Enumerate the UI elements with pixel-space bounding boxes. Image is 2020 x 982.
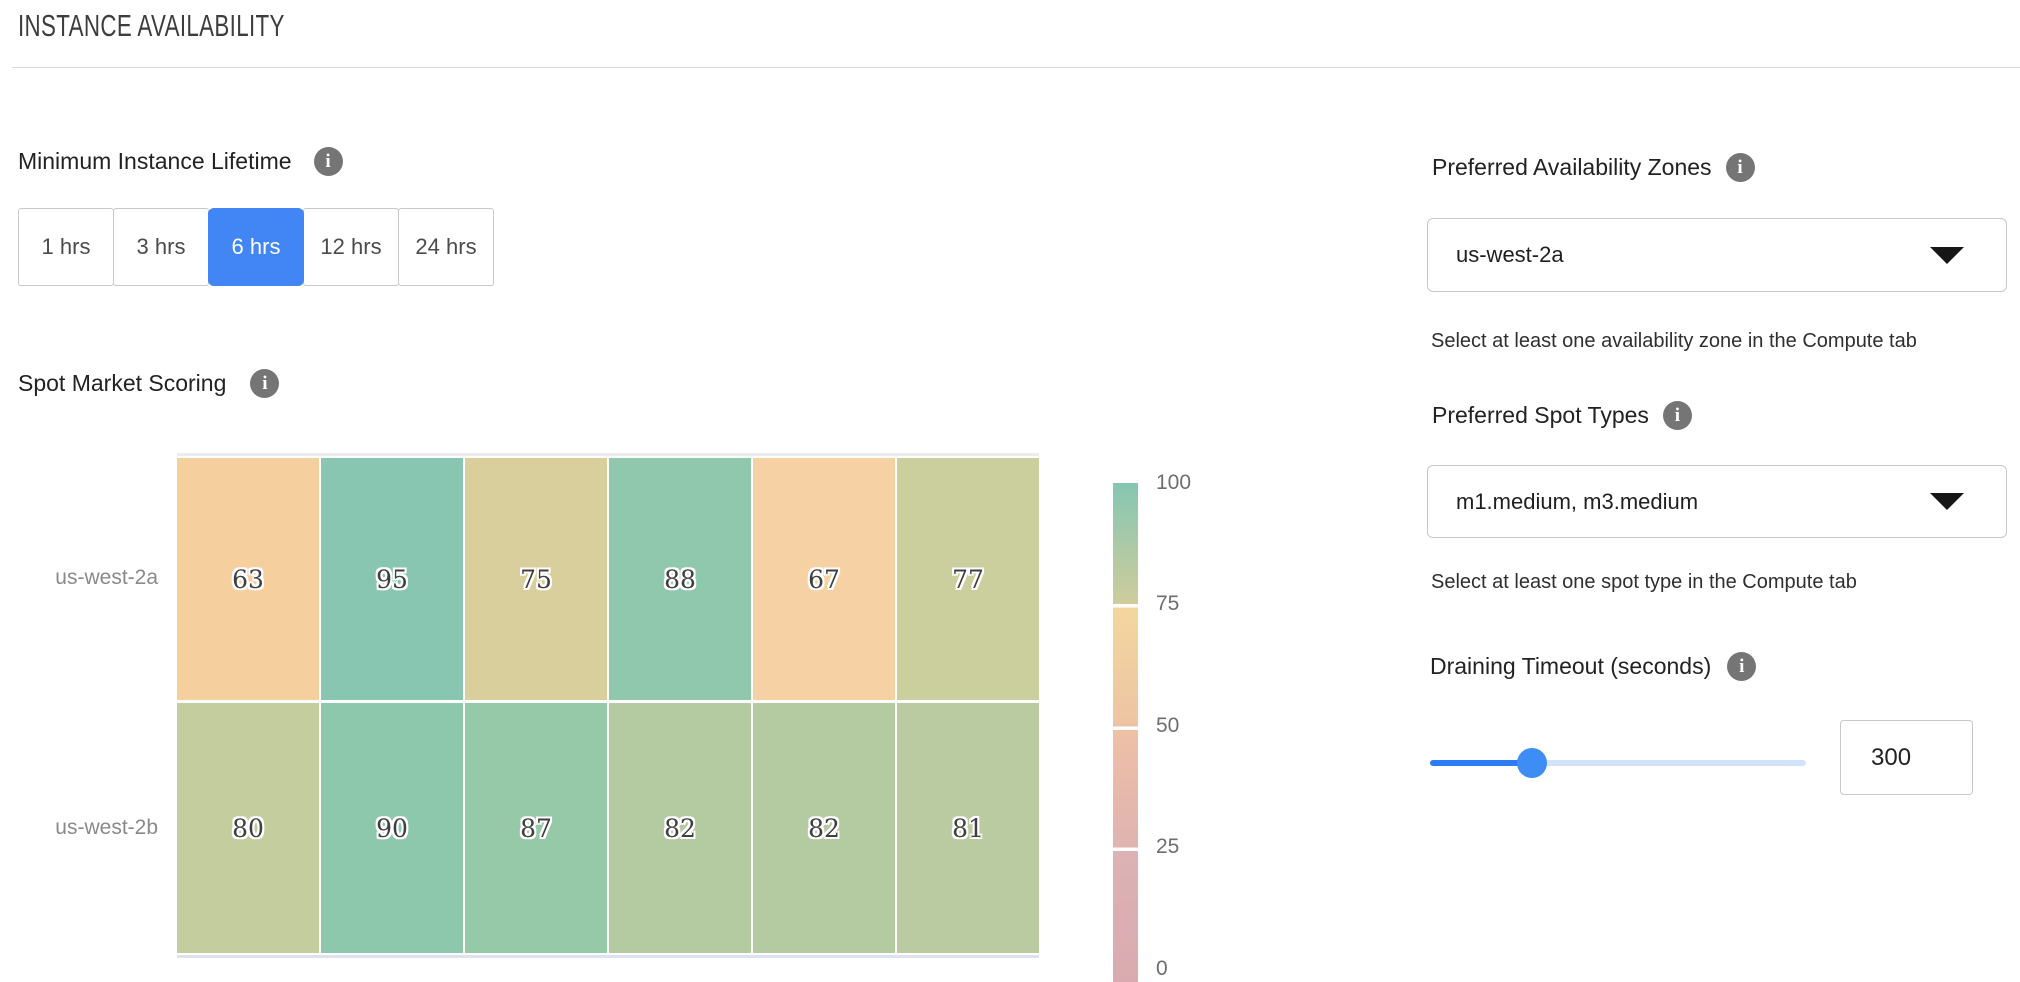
info-icon[interactable]: i	[313, 147, 343, 176]
draining-timeout-slider-fill	[1430, 760, 1532, 766]
info-icon[interactable]: i	[1727, 652, 1757, 681]
colorbar-gradient	[1113, 483, 1138, 982]
heatmap-cell: 88	[609, 458, 751, 700]
heatmap-cell: 63	[177, 458, 319, 700]
heatmap-row: 63 95 75 88 67 77	[177, 458, 1039, 700]
heatmap-row-label-us-west-2a: us-west-2a	[55, 566, 158, 589]
heatmap-cell: 87	[465, 703, 607, 953]
heatmap-cell: 77	[897, 458, 1039, 700]
lifetime-button-group: 1 hrs 3 hrs 6 hrs 12 hrs 24 hrs	[18, 208, 494, 286]
lifetime-option-6hrs-selected[interactable]: 6 hrs	[208, 208, 304, 286]
preferred-availability-zones-header: Preferred Availability Zones i	[1432, 153, 1755, 182]
lifetime-option-12hrs[interactable]: 12 hrs	[303, 208, 399, 286]
heatmap-cell: 81	[897, 703, 1039, 953]
heatmap-cell: 95	[321, 458, 463, 700]
availability-zones-dropdown[interactable]: us-west-2a	[1427, 218, 2007, 292]
heatmap-bottom-border	[177, 955, 1039, 958]
heatmap-cell: 67	[753, 458, 895, 700]
draining-timeout-label: Draining Timeout (seconds)	[1430, 653, 1712, 679]
info-icon[interactable]: i	[250, 369, 280, 398]
info-icon[interactable]: i	[1725, 153, 1755, 182]
colorbar-tick-label: 50	[1156, 714, 1180, 737]
spot-market-scoring-header: Spot Market Scoring i	[18, 369, 280, 398]
heatmap-top-border	[177, 453, 1039, 456]
preferred-spot-types-header: Preferred Spot Types i	[1432, 401, 1692, 430]
draining-timeout-slider-track[interactable]	[1430, 760, 1806, 766]
heatmap-row-label-us-west-2b: us-west-2b	[55, 816, 158, 839]
heatmap-cell: 82	[609, 703, 751, 953]
header-divider	[12, 67, 2020, 68]
heatmap-cell: 90	[321, 703, 463, 953]
availability-zones-dropdown-value: us-west-2a	[1456, 242, 1564, 267]
lifetime-option-1hrs[interactable]: 1 hrs	[18, 208, 114, 286]
chevron-down-icon[interactable]	[1930, 493, 1964, 510]
colorbar-tick-label: 25	[1156, 835, 1180, 858]
draining-timeout-value-input[interactable]	[1840, 720, 1973, 795]
spot-types-helper-text: Select at least one spot type in the Com…	[1431, 571, 1857, 593]
preferred-availability-zones-label: Preferred Availability Zones	[1432, 154, 1712, 180]
lifetime-option-24hrs[interactable]: 24 hrs	[398, 208, 494, 286]
spot-types-dropdown-value: m1.medium, m3.medium	[1456, 488, 1699, 514]
availability-zones-helper-text: Select at least one availability zone in…	[1431, 330, 1917, 352]
draining-timeout-slider-thumb[interactable]	[1517, 748, 1547, 778]
heatmap-cell: 80	[177, 703, 319, 953]
heatmap-cell: 75	[465, 458, 607, 700]
chevron-down-icon[interactable]	[1930, 246, 1964, 264]
minimum-instance-lifetime-header: Minimum Instance Lifetime i	[18, 147, 343, 176]
heatmap-cell: 82	[753, 703, 895, 953]
spot-types-dropdown[interactable]: m1.medium, m3.medium	[1427, 465, 2007, 538]
lifetime-option-3hrs[interactable]: 3 hrs	[113, 208, 209, 286]
heatmap-row: 80 90 87 82 82 81	[177, 703, 1039, 953]
minimum-instance-lifetime-label: Minimum Instance Lifetime	[18, 148, 292, 174]
colorbar-tick-label: 75	[1156, 592, 1180, 615]
spot-market-scoring-heatmap: 63 95 75 88 67 77 80 90 87 82 82 81	[177, 453, 1039, 958]
spot-market-scoring-label: Spot Market Scoring	[18, 370, 227, 396]
info-icon[interactable]: i	[1662, 401, 1692, 430]
colorbar-tick-label: 0	[1156, 957, 1168, 980]
draining-timeout-header: Draining Timeout (seconds) i	[1430, 652, 1757, 681]
preferred-spot-types-label: Preferred Spot Types	[1432, 402, 1649, 428]
colorbar-tick-label: 100	[1156, 471, 1192, 494]
page-title: INSTANCE AVAILABILITY	[18, 8, 285, 43]
